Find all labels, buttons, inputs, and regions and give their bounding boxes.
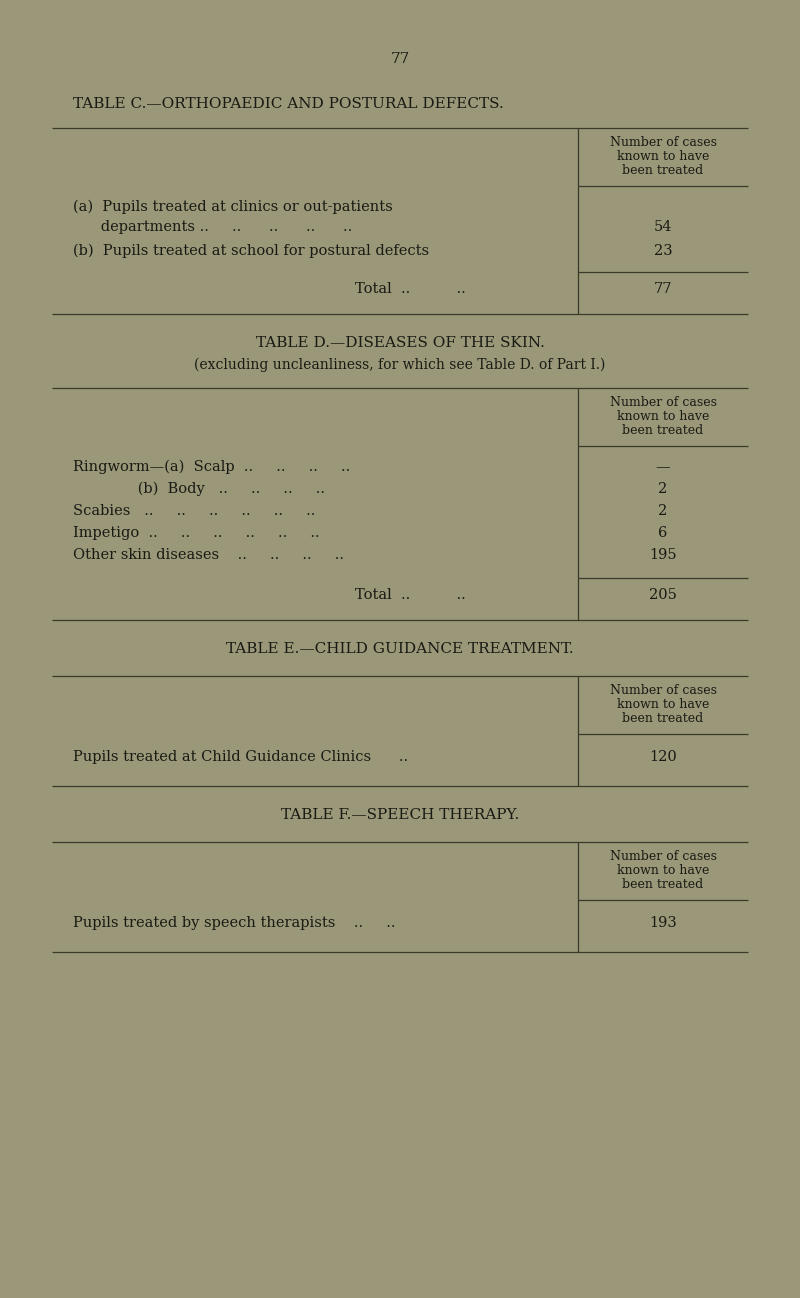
Text: (b)  Pupils treated at school for postural defects: (b) Pupils treated at school for postura…: [73, 244, 429, 258]
Text: Total  ..          ..: Total .. ..: [355, 282, 466, 296]
Text: 77: 77: [654, 282, 672, 296]
Text: 120: 120: [649, 750, 677, 765]
Text: Total  ..          ..: Total .. ..: [355, 588, 466, 602]
Text: Pupils treated by speech therapists    ..     ..: Pupils treated by speech therapists .. .…: [73, 916, 395, 929]
Text: known to have: known to have: [617, 410, 709, 423]
Text: 77: 77: [390, 52, 410, 66]
Text: known to have: known to have: [617, 698, 709, 711]
Text: known to have: known to have: [617, 864, 709, 877]
Text: —: —: [656, 459, 670, 474]
Text: been treated: been treated: [622, 164, 704, 177]
Text: 6: 6: [658, 526, 668, 540]
Text: 193: 193: [649, 916, 677, 929]
Text: (a)  Pupils treated at clinics or out-patients: (a) Pupils treated at clinics or out-pat…: [73, 200, 393, 214]
Text: TABLE F.—SPEECH THERAPY.: TABLE F.—SPEECH THERAPY.: [281, 807, 519, 822]
Text: 195: 195: [649, 548, 677, 562]
Text: Number of cases: Number of cases: [610, 850, 717, 863]
Text: TABLE D.—DISEASES OF THE SKIN.: TABLE D.—DISEASES OF THE SKIN.: [255, 336, 545, 350]
Text: Pupils treated at Child Guidance Clinics      ..: Pupils treated at Child Guidance Clinics…: [73, 750, 408, 765]
Text: TABLE C.—ORTHOPAEDIC AND POSTURAL DEFECTS.: TABLE C.—ORTHOPAEDIC AND POSTURAL DEFECT…: [73, 97, 504, 112]
Text: Ringworm—(a)  Scalp  ..     ..     ..     ..: Ringworm—(a) Scalp .. .. .. ..: [73, 459, 350, 474]
Text: been treated: been treated: [622, 877, 704, 890]
Text: 23: 23: [654, 244, 672, 258]
Text: Impetigo  ..     ..     ..     ..     ..     ..: Impetigo .. .. .. .. .. ..: [73, 526, 320, 540]
Text: been treated: been treated: [622, 424, 704, 437]
Text: known to have: known to have: [617, 151, 709, 164]
Text: Number of cases: Number of cases: [610, 396, 717, 409]
Text: 54: 54: [654, 219, 672, 234]
Text: Number of cases: Number of cases: [610, 136, 717, 149]
Text: Number of cases: Number of cases: [610, 684, 717, 697]
Text: departments ..     ..      ..      ..      ..: departments .. .. .. .. ..: [73, 219, 352, 234]
Text: 2: 2: [658, 504, 668, 518]
Text: 205: 205: [649, 588, 677, 602]
Text: been treated: been treated: [622, 713, 704, 726]
Text: Scabies   ..     ..     ..     ..     ..     ..: Scabies .. .. .. .. .. ..: [73, 504, 315, 518]
Text: Other skin diseases    ..     ..     ..     ..: Other skin diseases .. .. .. ..: [73, 548, 344, 562]
Text: 2: 2: [658, 482, 668, 496]
Text: TABLE E.—CHILD GUIDANCE TREATMENT.: TABLE E.—CHILD GUIDANCE TREATMENT.: [226, 643, 574, 655]
Text: (excluding uncleanliness, for which see Table D. of Part I.): (excluding uncleanliness, for which see …: [194, 358, 606, 373]
Text: (b)  Body   ..     ..     ..     ..: (b) Body .. .. .. ..: [73, 482, 325, 496]
